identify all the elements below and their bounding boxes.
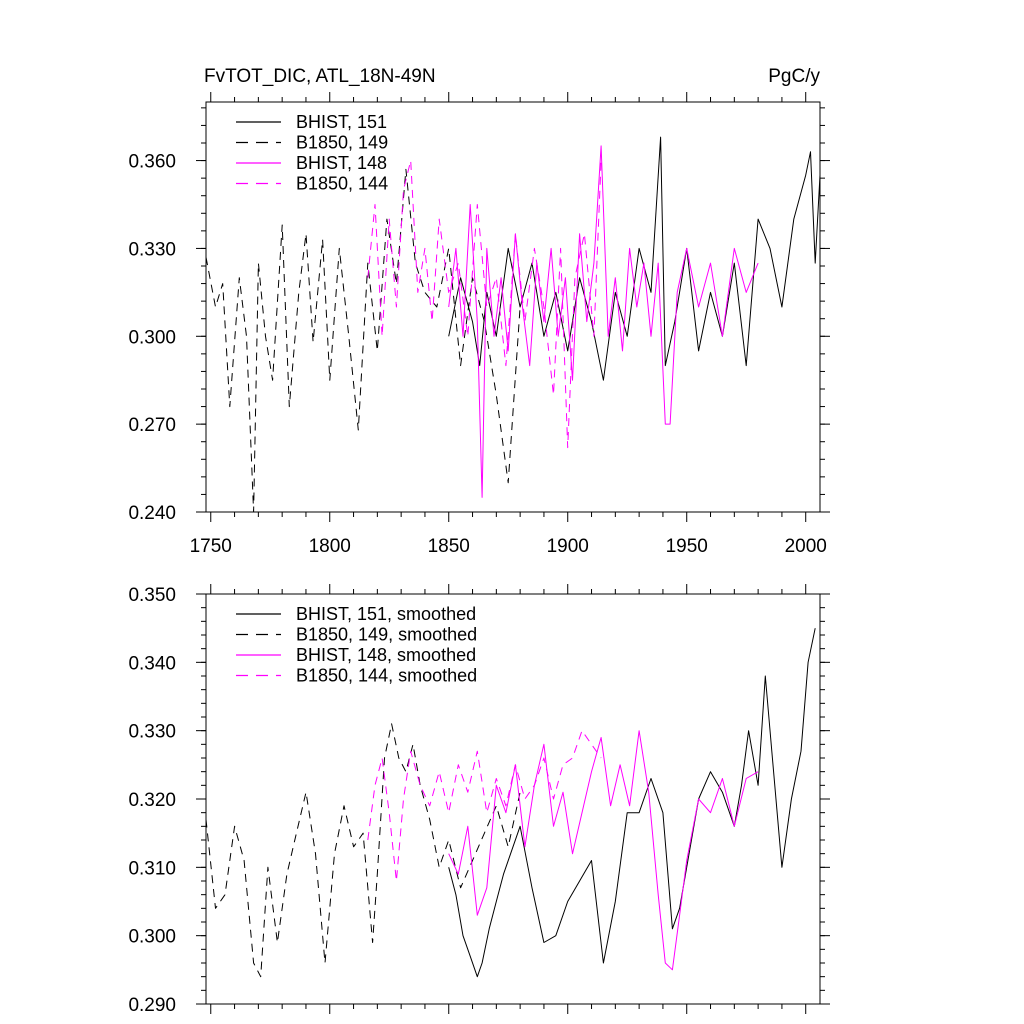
top-panel: FvTOT_DIC, ATL_18N-49N PgC/y 1750 1800 185… xyxy=(128,66,830,557)
y-tick-label: 0.270 xyxy=(128,415,176,436)
series-line-1 xyxy=(205,723,521,978)
y-tick-label: 0.330 xyxy=(128,722,176,743)
y-tick-label: 0.240 xyxy=(128,503,176,524)
legend-label-1: B1850, 149 xyxy=(296,133,388,153)
y-tick-label: 0.350 xyxy=(128,585,176,606)
x-tick-label: 1750 xyxy=(190,536,232,557)
y-tick-label: 0.330 xyxy=(128,239,176,260)
x-tick-label: 1800 xyxy=(309,536,351,557)
x-tick-label: 1900 xyxy=(547,536,589,557)
series-line-2 xyxy=(448,730,759,971)
x-tick-label: 1850 xyxy=(428,536,470,557)
legend-label-3: B1850, 144 xyxy=(296,174,388,194)
ticks-bottom: 0.290 0.300 0.310 0.320 0.330 0.340 0.350 xyxy=(128,584,830,1016)
series-line-2 xyxy=(448,145,759,498)
series-line-3 xyxy=(367,160,602,449)
plot-frame xyxy=(205,101,821,513)
y-tick-label: 0.340 xyxy=(128,653,176,674)
y-tick-label: 0.310 xyxy=(128,858,176,879)
y-tick-label: 0.300 xyxy=(128,927,176,948)
legend-label-1: B1850, 149, smoothed xyxy=(296,625,477,645)
legend-label-3: B1850, 144, smoothed xyxy=(296,666,477,686)
legend-label-0: BHIST, 151 xyxy=(296,112,387,132)
x-tick-label: 2000 xyxy=(785,536,827,557)
legend-label-2: BHIST, 148, smoothed xyxy=(296,645,476,665)
ticks-top: 1750 1800 1850 1900 1950 2000 0.240 0.270 0.300 0… xyxy=(128,92,830,557)
series-line-0 xyxy=(448,136,821,381)
series-layer-bottom xyxy=(205,628,816,978)
chart-title: FvTOT_DIC, ATL_18N-49N xyxy=(204,66,436,87)
y-tick-label: 0.290 xyxy=(128,995,176,1016)
y-tick-label: 0.360 xyxy=(128,152,176,173)
legend-label-0: BHIST, 151, smoothed xyxy=(296,604,476,624)
y-tick-label: 0.300 xyxy=(128,327,176,348)
legend-label-2: BHIST, 148 xyxy=(296,153,387,173)
series-line-0 xyxy=(448,628,816,978)
series-line-1 xyxy=(205,168,521,513)
y-tick-label: 0.320 xyxy=(128,790,176,811)
x-tick-label: 1950 xyxy=(666,536,708,557)
series-line-3 xyxy=(367,730,602,882)
units-label: PgC/y xyxy=(768,66,820,87)
bottom-panel: 0.290 0.300 0.310 0.320 0.330 0.340 0.350 BHIS… xyxy=(128,584,830,1016)
series-layer-top xyxy=(205,136,821,513)
